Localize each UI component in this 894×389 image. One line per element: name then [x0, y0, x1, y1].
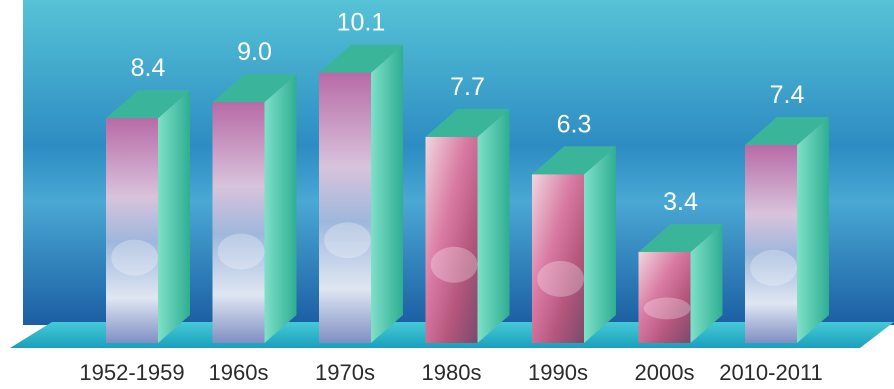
bar-side [158, 90, 190, 343]
bar-side [371, 44, 403, 343]
bar-top [319, 44, 403, 73]
value-label: 7.4 [770, 81, 805, 109]
bar-texture [537, 260, 584, 297]
category-label: 1980s [422, 360, 482, 385]
bar-top [212, 74, 297, 103]
bar-top [745, 116, 829, 145]
bar-front [212, 102, 265, 344]
bar-top [638, 224, 723, 253]
bar-texture [750, 249, 797, 286]
category-label: 1970s [315, 360, 375, 385]
category-label: 2010-2011 [719, 360, 823, 385]
bars-layer [106, 44, 829, 344]
bar-side [797, 116, 829, 343]
bar-side [264, 74, 297, 344]
bar-side [690, 224, 723, 343]
category-label: 1960s [209, 360, 269, 385]
bar [106, 90, 190, 343]
category-label: 2000s [635, 360, 695, 385]
bar-texture [430, 246, 478, 283]
bar-front [319, 72, 371, 343]
bar-front [425, 136, 478, 343]
value-labels-layer: 8.4 9.0 10.1 7.7 6.3 3.4 7.4 [131, 9, 805, 216]
bar [425, 108, 510, 343]
value-label: 10.1 [337, 9, 386, 37]
bar [532, 146, 616, 343]
value-label: 9.0 [237, 38, 272, 66]
bar-texture [217, 233, 265, 270]
bar-front [106, 118, 158, 343]
bar-top [425, 108, 510, 137]
bar [638, 224, 723, 343]
bar-texture [111, 239, 158, 276]
bar-texture [643, 297, 691, 320]
value-label: 7.7 [450, 73, 485, 101]
bar [212, 74, 297, 344]
category-labels-layer: 1952-1959 1960s 1970s 1980s 1990s 2000s 2010-2… [79, 360, 822, 385]
bar-top [106, 90, 190, 119]
bar [319, 44, 403, 343]
bar-side [477, 108, 510, 343]
category-label: 1990s [528, 360, 588, 385]
bar-texture [324, 222, 371, 259]
bar-front [532, 174, 584, 343]
bar-side [584, 146, 616, 343]
bar [745, 116, 829, 343]
value-label: 8.4 [131, 54, 166, 82]
bar-front [638, 252, 691, 343]
bar-top [532, 146, 616, 175]
bar-front [745, 144, 797, 343]
category-label: 1952-1959 [79, 360, 184, 385]
value-label: 3.4 [663, 188, 698, 216]
value-label: 6.3 [557, 110, 592, 138]
